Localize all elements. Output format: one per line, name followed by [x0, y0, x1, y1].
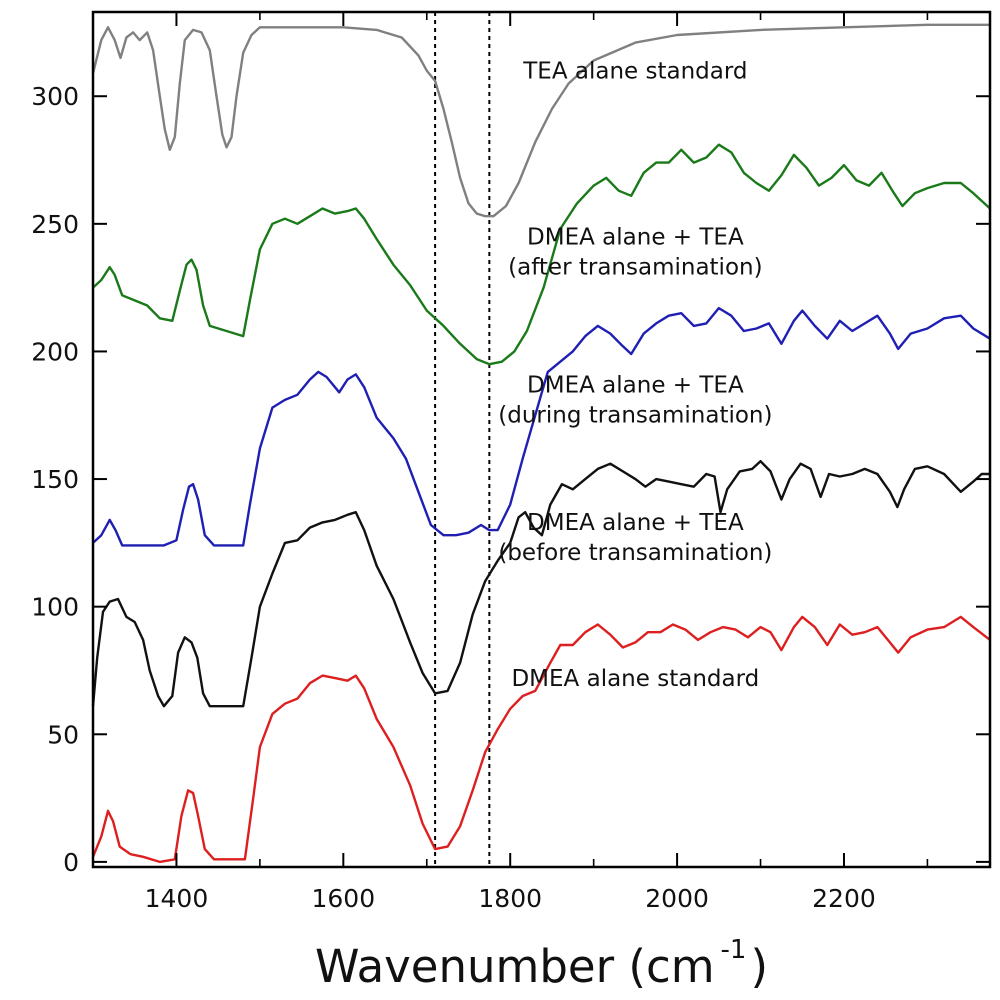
- series-label-5-line-1: DMEA alane standard: [511, 666, 759, 692]
- reference-lines: [434, 12, 491, 867]
- series-line-3: [92, 306, 991, 547]
- series-layer: [91, 23, 991, 864]
- series-label-3-line-2: (during transamination): [498, 402, 772, 428]
- x-axis-title: Wavenumber (cm: [315, 940, 715, 993]
- axis-ticks: 0 50 100 150 200 250 300 1400 1600 1800 2000 2200: [31, 12, 990, 913]
- x-tick-label: 2200: [812, 884, 876, 913]
- series-label-4-line-1: DMEA alane + TEA: [527, 510, 744, 536]
- y-tick-label: 250: [31, 210, 79, 239]
- x-tick-label: 1400: [145, 884, 209, 913]
- y-tick-label: 50: [47, 720, 79, 749]
- series-label-4-line-2: (before transamination): [498, 540, 772, 566]
- x-tick-label: 2000: [645, 884, 709, 913]
- x-tick-label: 1800: [478, 884, 542, 913]
- series-label-2-line-2: (after transamination): [508, 254, 762, 280]
- y-tick-label: 0: [63, 848, 79, 877]
- x-tick-label: 1600: [312, 884, 376, 913]
- y-tick-label: 150: [31, 465, 79, 494]
- y-tick-label: 300: [31, 82, 79, 111]
- x-axis-label: Wavenumber (cm -1 ): [315, 935, 768, 993]
- series-line-1: [91, 23, 990, 218]
- x-axis-title-close: ): [750, 940, 768, 993]
- series-line-5: [91, 615, 991, 864]
- series-label-2-line-1: DMEA alane + TEA: [527, 224, 744, 250]
- series-line-4: [91, 460, 990, 708]
- y-tick-label: 200: [31, 337, 79, 366]
- series-labels: TEA alane standard DMEA alane + TEA (after…: [498, 58, 772, 691]
- series-label-1-line-1: TEA alane standard: [522, 58, 747, 84]
- series-line-2: [92, 143, 991, 366]
- plot-frame: [91, 10, 992, 869]
- y-tick-label: 100: [31, 593, 79, 622]
- series-label-3-line-1: DMEA alane + TEA: [527, 372, 744, 398]
- x-axis-unit-superscript: -1: [721, 935, 747, 965]
